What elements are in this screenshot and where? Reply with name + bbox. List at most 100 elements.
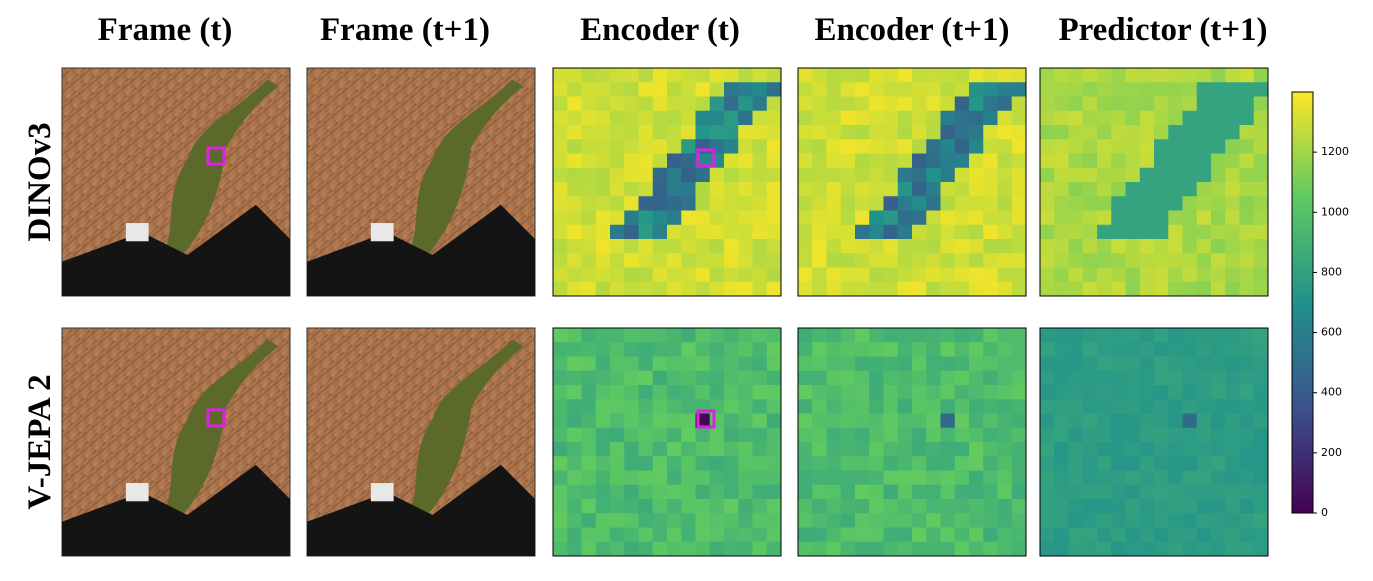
heatmap-cell: [1154, 413, 1169, 429]
heatmap-cell: [897, 413, 913, 429]
heatmap-cell: [812, 342, 827, 357]
heatmap-cell: [1211, 182, 1226, 197]
heatmap-cell: [1196, 253, 1212, 268]
heatmap-cell: [752, 513, 768, 528]
heatmap-cell: [926, 328, 941, 343]
heatmap-cell: [1011, 239, 1027, 254]
heatmap-cell: [983, 196, 998, 211]
heatmap-cell: [1196, 68, 1212, 83]
heatmap-cell: [798, 399, 813, 414]
heatmap-cell: [1125, 281, 1141, 297]
heatmap-cell: [1196, 196, 1212, 211]
heatmap-cell: [983, 356, 998, 372]
heatmap-cell: [709, 356, 725, 372]
heatmap-cell: [940, 182, 956, 197]
heatmap-cell: [1125, 267, 1141, 283]
heatmap-cell: [1040, 153, 1055, 169]
heatmap-cell: [652, 456, 668, 471]
heatmap-cell: [883, 210, 899, 226]
heatmap-cell: [1040, 239, 1055, 254]
heatmap-cell: [695, 68, 711, 83]
heatmap-cell: [883, 456, 899, 471]
heatmap-cell: [1168, 125, 1183, 140]
heatmap-cell: [940, 125, 956, 140]
heatmap-cell: [553, 224, 568, 240]
heatmap-cell: [1154, 456, 1169, 471]
heatmap-cell: [738, 210, 753, 226]
heatmap-cell: [638, 456, 654, 471]
heatmap-cell: [1139, 139, 1155, 154]
heatmap-cell: [553, 196, 568, 211]
heatmap-cell: [926, 385, 941, 400]
heatmap-cell: [926, 267, 941, 283]
heatmap-cell: [567, 96, 582, 112]
heatmap-cell: [812, 328, 827, 343]
heatmap-cell: [738, 541, 753, 557]
heatmap-cell: [695, 328, 711, 343]
heatmap-cell: [798, 499, 813, 514]
heatmap-cell: [940, 239, 956, 254]
heatmap-cell: [766, 167, 782, 183]
heatmap-cell: [1182, 253, 1198, 268]
heatmap-cell: [1239, 267, 1255, 283]
heatmap-cell: [1239, 110, 1255, 126]
heatmap-cell: [983, 442, 998, 457]
heatmap-cell: [869, 527, 884, 543]
heatmap-cell: [1168, 399, 1183, 414]
heatmap-cell: [1182, 139, 1198, 154]
heatmap-cell: [667, 281, 682, 297]
heatmap-cell: [826, 153, 842, 169]
heatmap-cell: [1239, 96, 1255, 112]
heatmap-cell: [798, 356, 813, 372]
heatmap-cell: [638, 224, 654, 240]
heatmap-cell: [983, 281, 998, 297]
heatmap-cell: [638, 385, 654, 400]
heatmap: [797, 327, 1027, 557]
heatmap-cell: [1125, 82, 1141, 97]
heatmap-cell: [695, 210, 711, 226]
heatmap-cell: [1139, 82, 1155, 97]
heatmap-cell: [667, 442, 682, 457]
heatmap-cell: [1082, 385, 1098, 400]
heatmap-cell: [667, 167, 682, 183]
heatmap-cell: [709, 82, 725, 97]
heatmap-cell: [1125, 470, 1141, 486]
heatmap-cell: [1196, 110, 1212, 126]
heatmap-cell: [1168, 484, 1183, 500]
heatmap-cell: [1040, 210, 1055, 226]
heatmap-cell: [724, 413, 739, 429]
heatmap-cell: [997, 370, 1013, 386]
heatmap-cell: [826, 513, 842, 528]
row-label: DINOv3: [22, 122, 58, 241]
heatmap-cell: [1111, 470, 1126, 486]
heatmap-cell: [1225, 239, 1240, 254]
heatmap-cell: [1040, 442, 1055, 457]
heatmap-cell: [983, 182, 998, 197]
heatmap-cell: [595, 110, 611, 126]
heatmap-cell: [798, 253, 813, 268]
heatmap-cell: [840, 399, 856, 414]
heatmap-cell: [1054, 96, 1069, 112]
heatmap-cell: [581, 442, 597, 457]
heatmap-cell: [567, 253, 582, 268]
heatmap-cell: [709, 167, 725, 183]
heatmap-cell: [798, 456, 813, 471]
heatmap-cell: [812, 239, 827, 254]
heatmap-cell: [581, 196, 597, 211]
heatmap-cell: [638, 399, 654, 414]
heatmap-cell: [652, 413, 668, 429]
heatmap-cell: [681, 413, 696, 429]
heatmap-cell: [812, 499, 827, 514]
heatmap-cell: [1253, 484, 1269, 500]
heatmap-cell: [926, 541, 941, 557]
heatmap-cell: [826, 470, 842, 486]
heatmap-cell: [738, 356, 753, 372]
heatmap-cell: [1040, 281, 1055, 297]
heatmap-cell: [869, 442, 884, 457]
heatmap: [1039, 327, 1269, 557]
heatmap-cell: [1011, 399, 1027, 414]
heatmap-cell: [581, 499, 597, 514]
heatmap-cell: [553, 110, 568, 126]
heatmap-cell: [954, 210, 970, 226]
heatmap-cell: [883, 513, 899, 528]
